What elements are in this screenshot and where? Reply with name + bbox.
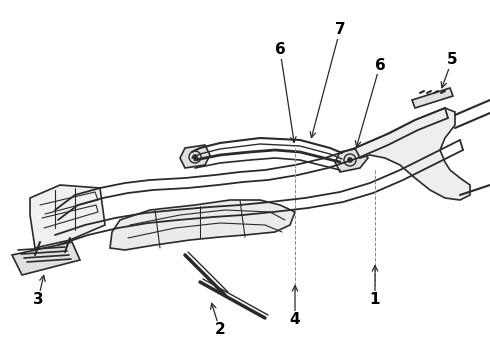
Text: 5: 5 [447, 53, 457, 68]
Polygon shape [180, 145, 210, 168]
Polygon shape [30, 185, 105, 248]
Circle shape [193, 154, 197, 159]
Text: 7: 7 [335, 22, 345, 37]
Text: 1: 1 [370, 292, 380, 307]
Polygon shape [12, 242, 80, 275]
Polygon shape [355, 108, 470, 200]
Polygon shape [335, 148, 368, 172]
Text: 4: 4 [290, 312, 300, 328]
Polygon shape [412, 88, 453, 108]
Circle shape [347, 158, 352, 162]
Text: 3: 3 [33, 292, 43, 307]
Text: 6: 6 [375, 58, 385, 72]
Text: 6: 6 [274, 42, 285, 58]
Text: 2: 2 [215, 323, 225, 338]
Polygon shape [110, 200, 295, 250]
